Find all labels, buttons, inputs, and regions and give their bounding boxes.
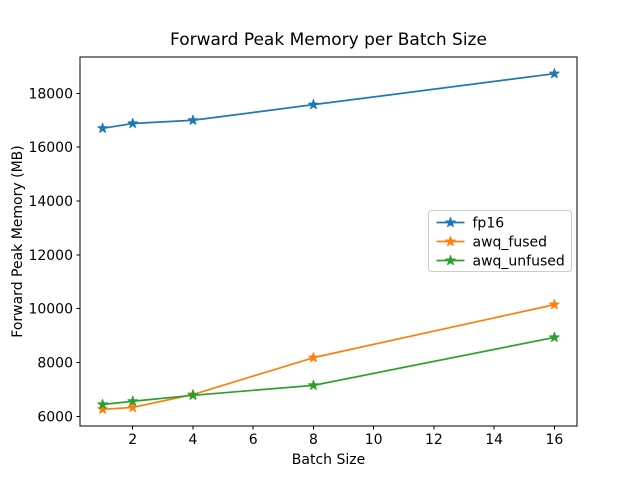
y-tick-label: 18000 — [28, 86, 73, 102]
y-tick-label: 12000 — [28, 248, 73, 264]
x-tick-label: 8 — [309, 432, 318, 448]
legend-label-awq_unfused: awq_unfused — [473, 254, 565, 270]
data-point-marker-fp16 — [549, 68, 560, 79]
data-point-marker-fp16 — [187, 114, 199, 125]
plot-border — [79, 56, 578, 427]
series-line-awq_unfused — [102, 336, 555, 406]
x-tick-label: 6 — [249, 432, 258, 448]
y-tick-label: 14000 — [28, 194, 73, 210]
data-point-marker-awq_fused — [127, 401, 138, 412]
x-tick-label: 10 — [365, 432, 383, 448]
data-point-marker-awq_unfused — [97, 398, 108, 410]
data-point-marker-awq_fused — [97, 403, 108, 414]
x-tick-label: 4 — [188, 432, 197, 448]
legend-marker-awq_fused — [445, 236, 456, 247]
x-tick-label: 2 — [128, 432, 137, 448]
plot-area: 2 4 6 8 10 12 14 16 6000 8000 10000 12000 14000 16000… — [28, 56, 578, 448]
x-tick-label: 16 — [545, 432, 563, 448]
data-point-marker-awq_fused — [308, 352, 319, 363]
legend-marker-awq_unfused — [445, 255, 456, 266]
x-tick-label: 14 — [485, 432, 503, 448]
data-point-marker-awq_unfused — [127, 395, 138, 406]
chart-title: Forward Peak Memory per Batch Size — [170, 30, 487, 50]
data-point-marker-fp16 — [97, 122, 108, 133]
legend-label-fp16: fp16 — [473, 216, 505, 232]
y-axis-label: Forward Peak Memory (MB) — [10, 145, 26, 337]
legend-marker-fp16 — [445, 217, 456, 228]
y-tick-label: 6000 — [37, 409, 73, 425]
legend-box — [428, 210, 572, 272]
legend-label-awq_fused: awq_fused — [473, 235, 548, 251]
y-tick-label: 8000 — [37, 355, 73, 371]
data-point-marker-awq_unfused — [549, 331, 560, 342]
series-line-awq_fused — [102, 303, 555, 411]
series-line-fp16 — [102, 72, 555, 130]
data-point-marker-awq_unfused — [308, 379, 319, 390]
data-point-marker-fp16 — [308, 99, 319, 110]
y-tick-label: 10000 — [28, 302, 73, 318]
y-tick-label: 16000 — [28, 140, 73, 156]
data-point-marker-awq_fused — [549, 299, 560, 310]
x-tick-label: 12 — [425, 432, 443, 448]
data-point-marker-fp16 — [127, 117, 138, 129]
data-point-marker-awq_unfused — [187, 389, 199, 400]
x-axis-label: Batch Size — [292, 452, 365, 468]
